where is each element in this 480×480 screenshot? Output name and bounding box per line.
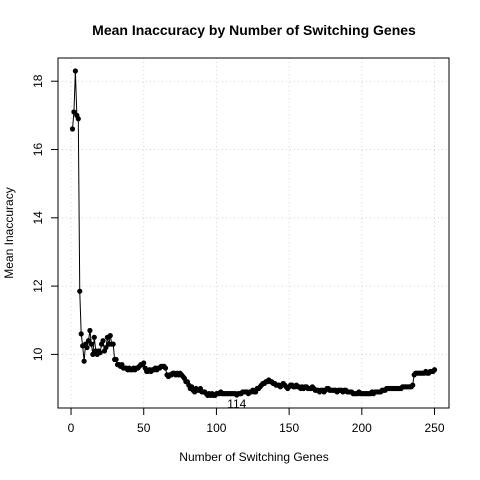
y-tick-label: 16 <box>31 143 45 157</box>
x-tick-label: 250 <box>425 421 445 435</box>
point <box>78 331 84 337</box>
point <box>141 360 147 366</box>
chart-title: Mean Inaccuracy by Number of Switching G… <box>92 22 416 38</box>
point <box>85 338 92 344</box>
point <box>110 341 116 347</box>
point <box>103 344 109 351</box>
x-tick-label: 200 <box>352 421 372 435</box>
y-tick-label: 18 <box>31 74 45 88</box>
point <box>410 382 416 388</box>
point <box>88 341 94 347</box>
x-tick-label: 50 <box>137 421 151 435</box>
point <box>90 351 96 357</box>
y-axis-label: Mean Inaccuracy <box>2 187 16 278</box>
plot-frame <box>57 57 450 409</box>
y-tick-label: 14 <box>31 211 45 225</box>
point <box>75 116 81 122</box>
point <box>72 68 78 74</box>
point <box>100 338 106 344</box>
point <box>162 365 169 371</box>
x-tick-label: 100 <box>206 421 226 435</box>
point <box>107 333 113 339</box>
point <box>113 356 119 363</box>
point <box>77 288 83 294</box>
point <box>84 344 90 351</box>
point <box>97 350 103 356</box>
point <box>71 109 77 115</box>
x-tick-label: 0 <box>68 421 75 435</box>
y-tick-label: 12 <box>31 279 45 293</box>
y-tick-label: 10 <box>31 347 45 361</box>
point <box>431 367 438 373</box>
point <box>87 327 93 334</box>
point <box>81 358 87 364</box>
point <box>69 126 76 132</box>
x-tick-label: 150 <box>279 421 299 435</box>
point <box>91 334 97 340</box>
x-axis-label: Number of Switching Genes <box>179 450 328 464</box>
annotation: 114 <box>227 397 246 411</box>
plot-area: 0 50 100 150 200 250 10 12 14 16 18 114 <box>31 58 449 435</box>
